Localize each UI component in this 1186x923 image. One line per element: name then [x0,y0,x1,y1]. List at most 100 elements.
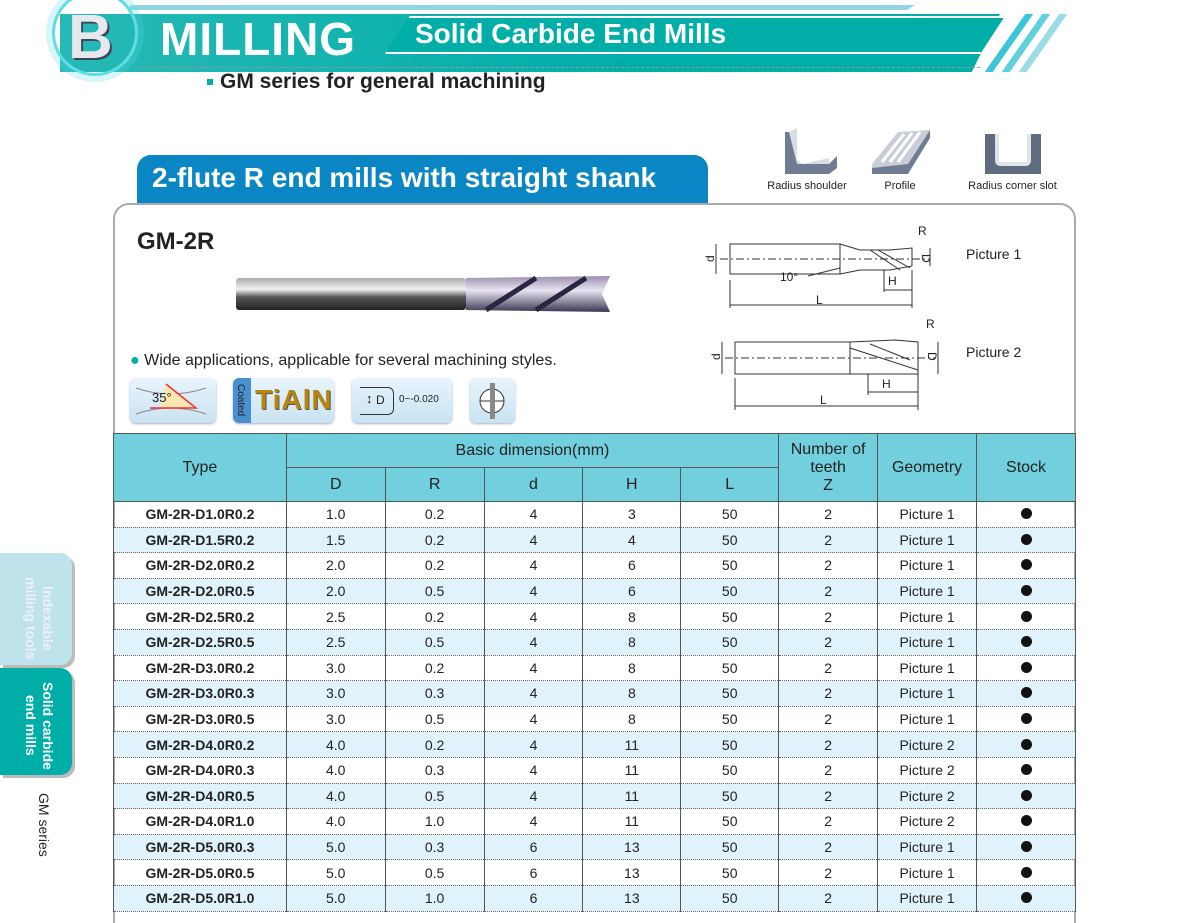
cell-R: 0.5 [384,783,485,810]
table-row: GM-2R-D3.0R0.2 3.0 0.2 4 8 50 2 Picture 1 [113,655,1076,682]
divider [135,67,980,68]
table-row: GM-2R-D2.5R0.2 2.5 0.2 4 8 50 2 Picture 1 [113,603,1076,630]
helix-angle-icon [135,383,207,415]
cell-d: 6 [483,859,584,886]
cell-d: 4 [483,552,584,579]
cell-stock [976,629,1076,656]
cell-R: 0.3 [384,680,485,707]
cell-Z: 2 [778,706,879,733]
application-label: Profile [884,180,916,192]
table-row: GM-2R-D5.0R0.3 5.0 0.3 6 13 50 2 Picture 1 [113,834,1076,861]
cell-L: 50 [680,578,780,605]
end-mill-image [236,276,610,312]
cell-geometry: Picture 1 [877,834,978,861]
in-stock-dot-icon [1020,661,1032,673]
cell-R: 1.0 [384,885,485,912]
cell-D: 4.0 [285,808,386,835]
label-d: d [709,353,723,360]
z-label: Z [823,476,833,494]
label-H: H [882,377,891,391]
cell-Z: 2 [778,629,879,656]
cell-stock [976,501,1076,528]
chapter-circle [52,0,138,76]
table-row: GM-2R-D4.0R1.0 4.0 1.0 4 11 50 2 Picture 2 [113,808,1076,835]
cell-type: GM-2R-D3.0R0.3 [113,680,287,707]
cell-type: GM-2R-D4.0R0.2 [113,731,287,758]
table-row: GM-2R-D1.5R0.2 1.5 0.2 4 4 50 2 Picture 1 [113,527,1076,554]
cell-H: 8 [582,680,682,707]
side-tab-indexable[interactable]: Indexable milling tools [0,553,72,665]
cell-H: 13 [582,885,682,912]
drawing-picture-1 [715,243,931,308]
cell-R: 0.5 [384,578,485,605]
specifications-table: Type Basic dimension(mm) Number of teeth… [113,433,1076,912]
series-title: GM series for general machining [220,70,546,93]
cell-d: 4 [483,757,584,784]
cell-D: 5.0 [285,859,386,886]
header-title: MILLING [160,13,357,65]
side-tab-label: Indexable milling tools [23,576,56,660]
cell-D: 4.0 [285,783,386,810]
cell-geometry: Picture 1 [877,885,978,912]
table-row: GM-2R-D2.5R0.5 2.5 0.5 4 8 50 2 Picture 1 [113,629,1076,656]
col-type: Type [113,433,287,502]
radius-shoulder-icon [785,128,837,174]
cell-geometry: Picture 1 [877,655,978,682]
col-R: R [384,467,485,502]
cell-D: 3.0 [285,706,386,733]
section-title: 2-flute R end mills with straight shank [137,155,708,204]
cell-geometry: Picture 1 [877,501,978,528]
cell-geometry: Picture 1 [877,629,978,656]
cell-Z: 2 [778,859,879,886]
in-stock-dot-icon [1020,892,1032,904]
cell-stock [976,706,1076,733]
cell-L: 50 [680,706,780,733]
two-flute-section-icon [479,383,505,419]
cell-geometry: Picture 1 [877,706,978,733]
cell-stock [976,552,1076,579]
cell-Z: 2 [778,757,879,784]
cell-geometry: Picture 1 [877,680,978,707]
helix-angle-badge: 35° [130,378,216,423]
cell-L: 50 [680,834,780,861]
col-D: D [285,467,386,502]
side-tab-label: Solid carbide end mills [23,681,56,770]
cell-type: GM-2R-D4.0R0.5 [113,783,287,810]
application-radius-corner-slot: Radius corner slot [965,128,1060,192]
cell-R: 1.0 [384,808,485,835]
cell-geometry: Picture 1 [877,578,978,605]
cell-geometry: Picture 2 [877,783,978,810]
tolerance-value: 0~-0.020 [399,394,439,405]
side-tab-solid-carbide[interactable]: Solid carbide end mills [0,668,72,775]
cell-L: 50 [680,655,780,682]
cell-d: 4 [483,578,584,605]
cell-stock [976,783,1076,810]
application-label: Radius shoulder [767,180,847,192]
radius-corner-slot-icon [984,134,1041,174]
cell-type: GM-2R-D5.0R0.5 [113,859,287,886]
cell-D: 1.0 [285,501,386,528]
col-L: L [680,467,780,502]
cell-Z: 2 [778,680,879,707]
table-row: GM-2R-D2.0R0.5 2.0 0.5 4 6 50 2 Picture 1 [113,578,1076,605]
cell-R: 0.2 [384,655,485,682]
in-stock-dot-icon [1020,815,1032,827]
cell-Z: 2 [778,885,879,912]
cell-stock [976,834,1076,861]
table-row: GM-2R-D5.0R0.5 5.0 0.5 6 13 50 2 Picture 1 [113,859,1076,886]
chapter-letter: B [68,3,113,72]
model-name: GM-2R [137,228,215,255]
cell-type: GM-2R-D3.0R0.2 [113,655,287,682]
cell-type: GM-2R-D5.0R1.0 [113,885,287,912]
table-row: GM-2R-D3.0R0.3 3.0 0.3 4 8 50 2 Picture 1 [113,680,1076,707]
table-row: GM-2R-D3.0R0.5 3.0 0.5 4 8 50 2 Picture 1 [113,706,1076,733]
cell-H: 11 [582,757,682,784]
cell-geometry: Picture 2 [877,757,978,784]
cell-L: 50 [680,859,780,886]
in-stock-dot-icon [1020,713,1032,725]
header-subtitle-box [385,16,1005,54]
cell-R: 0.3 [384,757,485,784]
header-subtitle: Solid Carbide End Mills [415,18,727,49]
label-H: H [888,274,897,288]
in-stock-dot-icon [1020,585,1032,597]
